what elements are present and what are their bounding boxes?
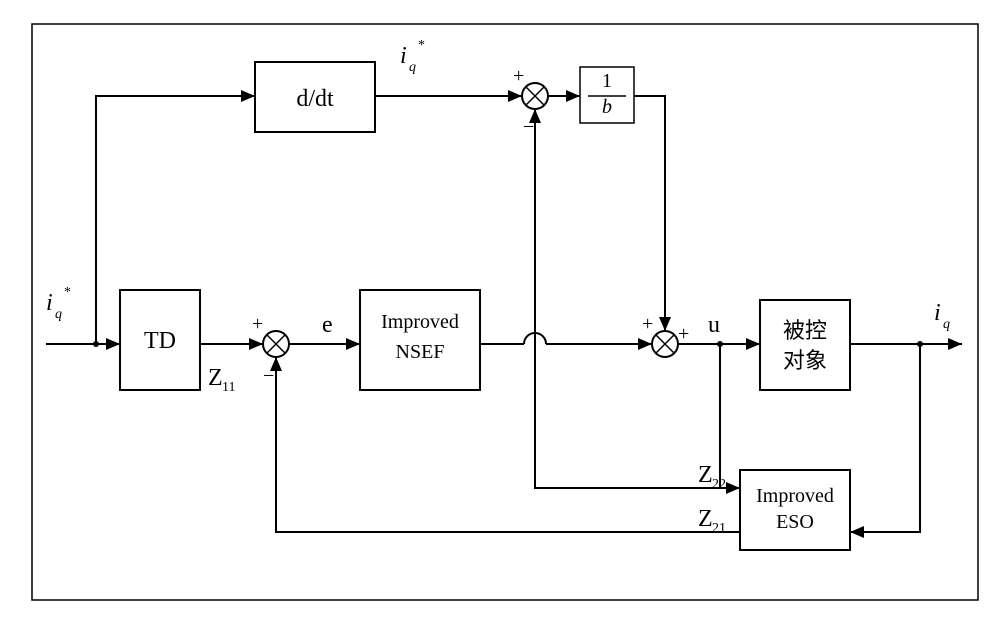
svg-text:q: q [943, 317, 950, 332]
svg-text:Improved: Improved [381, 311, 459, 333]
svg-text:−: − [263, 365, 274, 387]
svg-text:e: e [322, 312, 333, 338]
svg-text:Improved: Improved [756, 485, 834, 507]
svg-text:Z: Z [698, 462, 713, 488]
svg-text:NSEF: NSEF [396, 341, 445, 363]
svg-text:TD: TD [144, 328, 176, 354]
svg-text:+: + [678, 323, 689, 345]
svg-text:−: − [523, 116, 534, 138]
svg-text:Z: Z [698, 506, 713, 532]
svg-text:q: q [409, 60, 416, 75]
svg-text:22: 22 [712, 477, 726, 492]
svg-text:+: + [252, 313, 263, 335]
svg-text:u: u [708, 312, 720, 338]
svg-text:q: q [55, 307, 62, 322]
svg-text:21: 21 [712, 521, 726, 536]
svg-text:11: 11 [222, 380, 235, 395]
svg-text:i: i [934, 300, 941, 326]
svg-text:i: i [46, 290, 53, 316]
svg-text:被控: 被控 [783, 318, 827, 343]
svg-text:Z: Z [208, 365, 223, 391]
svg-text:b: b [602, 96, 612, 118]
svg-text:+: + [642, 313, 653, 335]
svg-text:+: + [513, 65, 524, 87]
svg-text:ESO: ESO [776, 511, 814, 533]
svg-text:对象: 对象 [783, 348, 827, 373]
svg-text:1: 1 [602, 70, 612, 92]
svg-text:d/dt: d/dt [296, 86, 334, 112]
svg-text:i: i [400, 43, 407, 69]
svg-text:*: * [64, 285, 71, 300]
svg-text:*: * [418, 38, 425, 53]
